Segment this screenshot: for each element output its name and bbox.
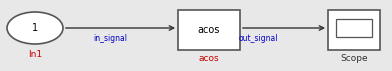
Text: acos: acos [198,25,220,35]
Bar [336,19,372,37]
Text: 1: 1 [32,23,38,33]
Bar [328,10,380,50]
Text: In1: In1 [28,50,42,59]
Bar [178,10,240,50]
Text: in_signal: in_signal [93,34,127,43]
Text: Scope: Scope [340,54,368,63]
Text: acos: acos [199,54,219,63]
Ellipse shape [7,12,63,44]
Text: out_signal: out_signal [238,34,278,43]
